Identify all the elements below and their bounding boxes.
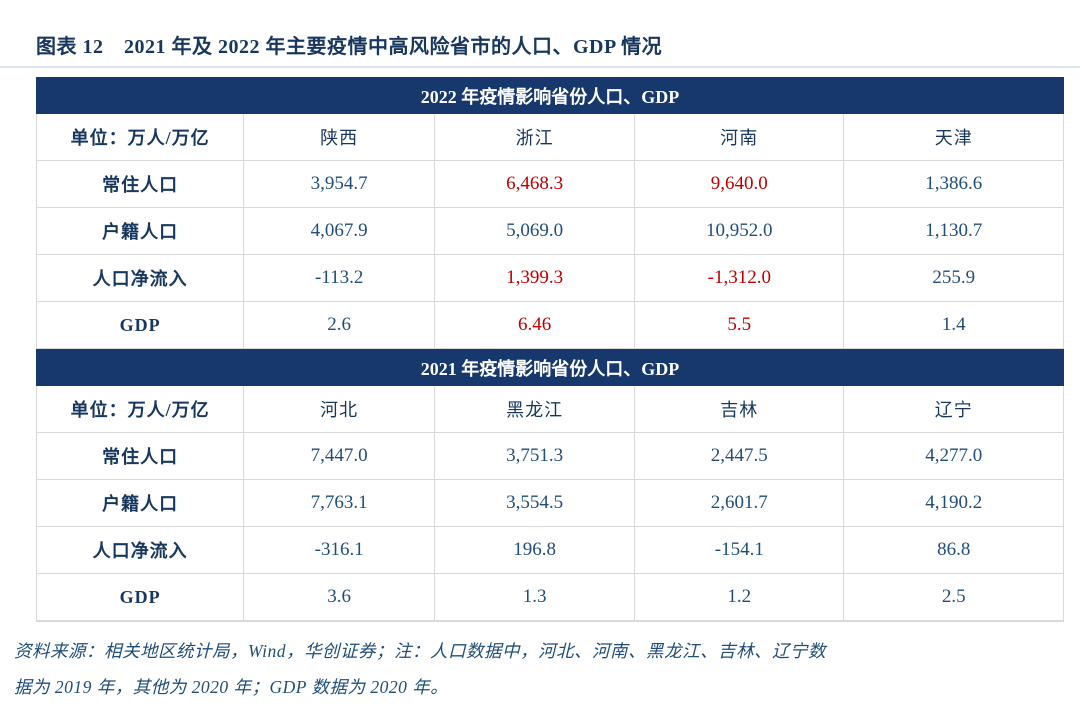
cell-value: -113.2	[244, 255, 436, 301]
column-header-province: 河南	[635, 114, 845, 160]
row-label: 户籍人口	[37, 480, 245, 526]
table-row: 户籍人口 4,067.9 5,069.0 10,952.0 1,130.7	[37, 208, 1063, 255]
column-header-province: 吉林	[635, 386, 845, 432]
cell-value: 3,554.5	[435, 480, 636, 526]
cell-value: 3,954.7	[244, 161, 436, 207]
title-divider	[0, 66, 1080, 68]
cell-value: -1,312.0	[635, 255, 845, 301]
cell-value: 1.2	[635, 574, 845, 620]
cell-value: 7,447.0	[244, 433, 436, 479]
row-label: 常住人口	[37, 433, 245, 479]
cell-value: 7,763.1	[244, 480, 436, 526]
cell-value: 2.5	[941, 586, 966, 607]
figure-title: 图表 12 2021 年及 2022 年主要疫情中高风险省市的人口、GDP 情况	[36, 36, 663, 58]
cell-value: 196.8	[435, 527, 636, 573]
row-label: 户籍人口	[37, 208, 245, 254]
cell-value: 255.9	[932, 267, 976, 288]
row-label: 常住人口	[37, 161, 245, 207]
cell-value: 10,952.0	[635, 208, 845, 254]
row-label: 人口净流入	[37, 527, 245, 573]
table-row: 常住人口 3,954.7 6,468.3 9,640.0 1,386.6	[37, 161, 1063, 208]
row-label: 人口净流入	[37, 255, 245, 301]
table-row: GDP 2.6 6.46 5.5 1.4	[37, 302, 1063, 349]
cell-value: 4,277.0	[925, 445, 983, 466]
cell-value: -154.1	[635, 527, 845, 573]
table-row: 户籍人口 7,763.1 3,554.5 2,601.7 4,190.2	[37, 480, 1063, 527]
cell-value: 1,130.7	[925, 220, 983, 241]
column-header-province: 辽宁	[934, 400, 973, 420]
cell-value: 4,190.2	[925, 492, 983, 513]
table-row: GDP 3.6 1.3 1.2 2.5	[37, 574, 1063, 621]
cell-value: 4,067.9	[244, 208, 436, 254]
cell-value: 3.6	[244, 574, 436, 620]
table-row: 人口净流入 -113.2 1,399.3 -1,312.0 255.9	[37, 255, 1063, 302]
section-header-2022: 2022 年疫情影响省份人口、GDP	[36, 77, 1064, 114]
cell-value: 9,640.0	[635, 161, 845, 207]
cell-value: 5,069.0	[435, 208, 636, 254]
column-header-row: 单位：万人/万亿 河北 黑龙江 吉林 辽宁	[37, 386, 1063, 433]
row-label: GDP	[37, 302, 245, 348]
cell-value: 2,601.7	[635, 480, 845, 526]
section-header-2021: 2021 年疫情影响省份人口、GDP	[36, 349, 1064, 386]
cell-value: 5.5	[635, 302, 845, 348]
cell-value: 1.4	[941, 314, 966, 335]
column-header-province: 天津	[934, 128, 973, 148]
unit-label: 单位：万人/万亿	[37, 114, 245, 160]
cell-value: 1,386.6	[925, 173, 983, 194]
source-note-line2: 据为 2019 年，其他为 2020 年；GDP 数据为 2020 年。	[14, 677, 449, 697]
source-note: 资料来源：相关地区统计局，Wind，华创证券；注：人口数据中，河北、河南、黑龙江…	[14, 633, 1060, 705]
column-header-province: 河北	[244, 386, 436, 432]
table-row: 人口净流入 -316.1 196.8 -154.1 86.8	[37, 527, 1063, 574]
column-header-row: 单位：万人/万亿 陕西 浙江 河南 天津	[37, 114, 1063, 161]
cell-value: 2.6	[244, 302, 436, 348]
cell-value: -316.1	[244, 527, 436, 573]
cell-value: 2,447.5	[635, 433, 845, 479]
table-row: 常住人口 7,447.0 3,751.3 2,447.5 4,277.0	[37, 433, 1063, 480]
cell-value: 1.3	[435, 574, 636, 620]
cell-value: 1,399.3	[435, 255, 636, 301]
cell-value: 6.46	[435, 302, 636, 348]
unit-label: 单位：万人/万亿	[37, 386, 245, 432]
row-label: GDP	[37, 574, 245, 620]
cell-value: 6,468.3	[435, 161, 636, 207]
source-note-line1: 资料来源：相关地区统计局，Wind，华创证券；注：人口数据中，河北、河南、黑龙江…	[14, 641, 826, 661]
column-header-province: 黑龙江	[435, 386, 636, 432]
population-gdp-table: 2022 年疫情影响省份人口、GDP 单位：万人/万亿 陕西 浙江 河南 天津 …	[36, 77, 1064, 622]
cell-value: 86.8	[937, 539, 971, 560]
cell-value: 3,751.3	[435, 433, 636, 479]
column-header-province: 陕西	[244, 114, 436, 160]
column-header-province: 浙江	[435, 114, 636, 160]
